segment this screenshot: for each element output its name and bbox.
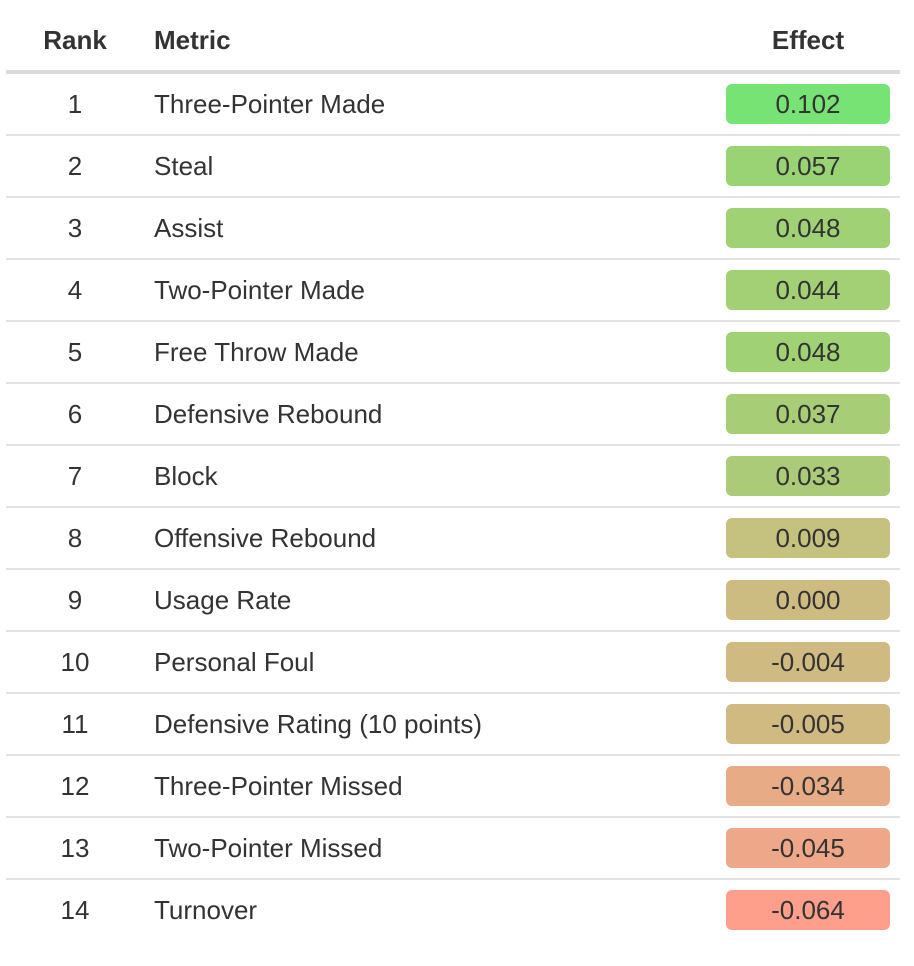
metric-cell: Two-Pointer Missed	[154, 833, 383, 863]
effect-badge: 0.048	[726, 332, 890, 372]
metric-cell: Turnover	[154, 895, 258, 925]
effect-badge: -0.045	[726, 828, 890, 868]
effect-badge: -0.034	[726, 766, 890, 806]
table-row: 4 Two-Pointer Made 0.044	[6, 260, 900, 322]
rank-cell: 3	[67, 213, 83, 243]
rank-cell: 1	[67, 89, 83, 119]
effect-badge: 0.000	[726, 580, 890, 620]
metric-cell: Personal Foul	[154, 647, 315, 677]
metric-cell: Usage Rate	[154, 585, 292, 615]
rank-cell: 8	[67, 523, 83, 553]
metric-cell: Offensive Rebound	[154, 523, 377, 553]
rank-cell: 9	[67, 585, 83, 615]
effect-badge: 0.048	[726, 208, 890, 248]
table-row: 10 Personal Foul -0.004	[6, 632, 900, 694]
metric-cell: Free Throw Made	[154, 337, 359, 367]
effect-badge: 0.044	[726, 270, 890, 310]
table-row: 13 Two-Pointer Missed -0.045	[6, 818, 900, 880]
table-row: 14 Turnover -0.064	[6, 880, 900, 942]
effect-badge: -0.004	[726, 642, 890, 682]
rank-cell: 6	[67, 399, 83, 429]
effect-badge: -0.005	[726, 704, 890, 744]
table-row: 7 Block 0.033	[6, 446, 900, 508]
table-header: Rank Metric Effect	[6, 0, 900, 74]
column-header-effect[interactable]: Effect	[771, 25, 845, 55]
metric-cell: Block	[154, 461, 218, 491]
table-row: 8 Offensive Rebound 0.009	[6, 508, 900, 570]
effect-badge: 0.102	[726, 84, 890, 124]
rank-cell: 2	[67, 151, 83, 181]
rank-cell: 11	[61, 709, 89, 739]
metric-effect-table: Rank Metric Effect 1 Three-Pointer Made 0.…	[6, 0, 900, 942]
rank-cell: 4	[67, 275, 83, 305]
column-header-rank[interactable]: Rank	[43, 25, 107, 55]
table-row: 1 Three-Pointer Made 0.102	[6, 74, 900, 136]
table-row: 2 Steal 0.057	[6, 136, 900, 198]
column-header-metric[interactable]: Metric	[154, 25, 231, 55]
table-row: 11 Defensive Rating (10 points) -0.005	[6, 694, 900, 756]
metric-cell: Three-Pointer Missed	[154, 771, 403, 801]
table-row: 9 Usage Rate 0.000	[6, 570, 900, 632]
table-row: 3 Assist 0.048	[6, 198, 900, 260]
rank-cell: 12	[60, 771, 90, 801]
rank-cell: 13	[60, 833, 90, 863]
metric-cell: Three-Pointer Made	[154, 89, 386, 119]
metric-cell: Steal	[154, 151, 214, 181]
metric-cell: Defensive Rebound	[154, 399, 383, 429]
metric-cell: Defensive Rating (10 points)	[154, 709, 483, 739]
metric-cell: Assist	[154, 213, 224, 243]
table-body: 1 Three-Pointer Made 0.102 2 Steal 0.057 3 Assi…	[6, 74, 900, 942]
effect-badge: -0.064	[726, 890, 890, 930]
effect-badge: 0.037	[726, 394, 890, 434]
rank-cell: 10	[60, 647, 90, 677]
effect-badge: 0.009	[726, 518, 890, 558]
table-row: 12 Three-Pointer Missed -0.034	[6, 756, 900, 818]
effect-badge: 0.033	[726, 456, 890, 496]
rank-cell: 5	[67, 337, 83, 367]
rank-cell: 7	[67, 461, 83, 491]
table-row: 6 Defensive Rebound 0.037	[6, 384, 900, 446]
metric-cell: Two-Pointer Made	[154, 275, 365, 305]
effect-badge: 0.057	[726, 146, 890, 186]
table-row: 5 Free Throw Made 0.048	[6, 322, 900, 384]
rank-cell: 14	[60, 895, 90, 925]
